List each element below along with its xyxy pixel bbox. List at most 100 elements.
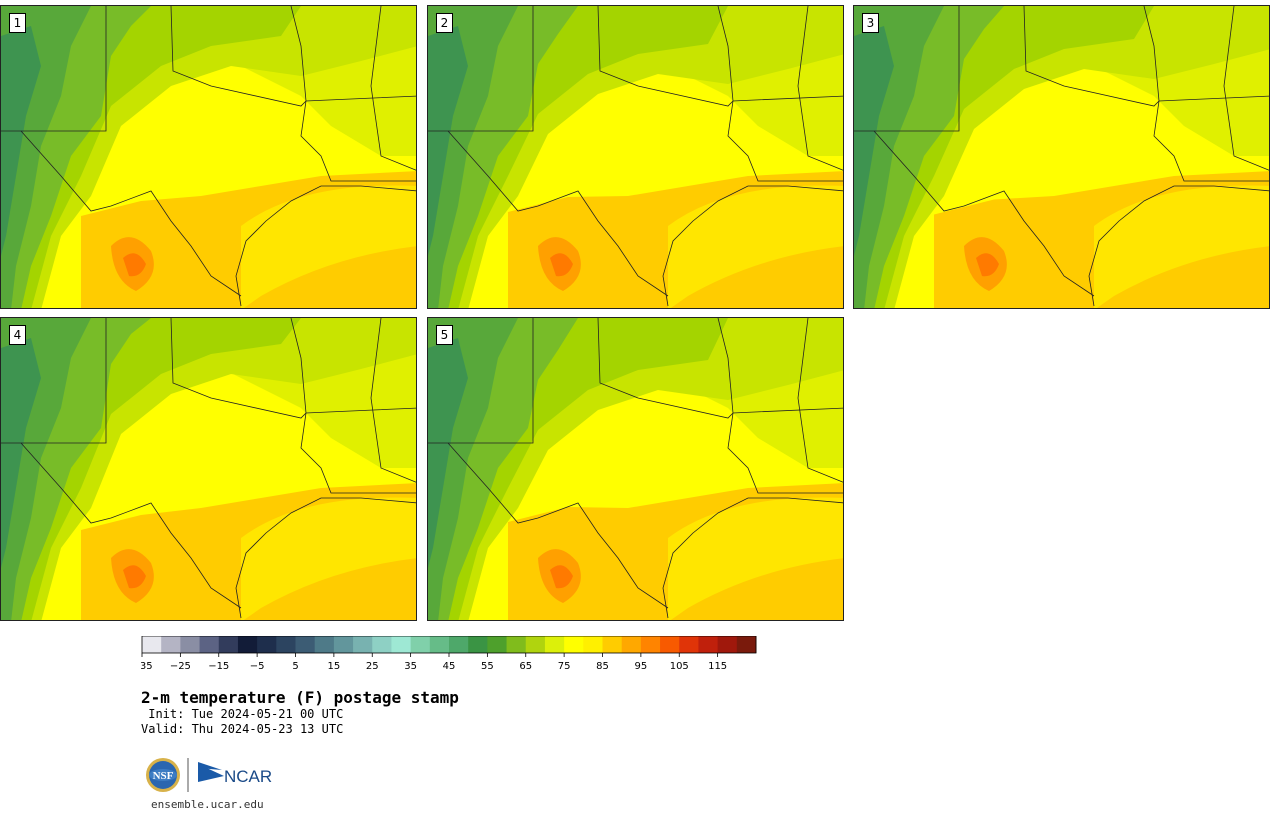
colorbar-tick-label: 65 [519, 661, 532, 672]
colorbar-swatch [717, 636, 738, 653]
colder-region [1, 26, 41, 256]
temperature-field [428, 318, 843, 620]
boundary-line [300, 412, 416, 494]
colorbar-tick-label: 95 [635, 661, 648, 672]
temperature-colorbar: −35 −25 −15 −5 5 15 25 35 45 55 65 75 85 95 105 115 [141, 636, 757, 672]
hottest-region [976, 253, 999, 277]
hottest-region [123, 565, 146, 589]
colorbar-swatch [372, 636, 392, 653]
boundary-line [797, 318, 843, 483]
colorbar-swatch [391, 636, 412, 653]
boundary-line [854, 6, 960, 132]
boundary-line [300, 100, 416, 182]
colorbar-swatch [257, 636, 277, 653]
boundary-line [727, 100, 843, 182]
colorbar-tick-label: −15 [208, 661, 229, 672]
boundary-line [727, 412, 843, 494]
colorbar-swatch [199, 636, 220, 653]
colorbar-swatch [142, 636, 162, 653]
colorbar-swatch [487, 636, 508, 653]
boundary-line [1023, 6, 1160, 107]
panel-number-label: 4 [9, 325, 26, 345]
boundary-line [662, 497, 843, 619]
boundary-line [447, 130, 669, 297]
colorbar-tick-label: 85 [596, 661, 609, 672]
colorbar-swatch [679, 636, 699, 653]
colorbar-swatch [544, 636, 565, 653]
boundary-line [1088, 185, 1269, 307]
boundary-line [717, 318, 843, 414]
boundary-line [235, 497, 416, 619]
colorbar-swatch [180, 636, 201, 653]
gulf-region [1094, 185, 1269, 308]
gulf-region [668, 185, 843, 308]
colorbar-swatch [429, 636, 450, 653]
colorbar-swatch [583, 636, 603, 653]
colorbar-tick-label: 75 [558, 661, 571, 672]
map-panel: 3 [853, 5, 1270, 309]
map-panel: 1 [0, 5, 417, 309]
boundary-line [235, 185, 416, 307]
ncar-logo-text: NCAR [224, 767, 272, 786]
boundary-line [597, 6, 734, 107]
colorbar-swatch [353, 636, 373, 653]
gulf-region [668, 497, 843, 620]
temperature-field [1, 318, 416, 620]
colder-region [428, 338, 468, 568]
map-panel: 4 [0, 317, 417, 621]
colorbar-swatch [468, 636, 488, 653]
colorbar-tick-label: −25 [170, 661, 191, 672]
valid-time: Valid: Thu 2024-05-23 13 UTC [141, 722, 344, 736]
boundary-line [428, 6, 534, 132]
colorbar-swatch [237, 636, 258, 653]
boundary-line [20, 130, 242, 297]
colorbar-swatch [410, 636, 431, 653]
colorbar-swatch [218, 636, 239, 653]
figure-title: 2-m temperature (F) postage stamp [141, 688, 459, 707]
boundary-line [797, 6, 843, 171]
panel-number-label: 3 [862, 13, 879, 33]
boundary-line [1223, 6, 1269, 171]
colorbar-swatch [564, 636, 584, 653]
colorbar-swatch [660, 636, 680, 653]
colorbar-swatch [640, 636, 661, 653]
temperature-field [428, 6, 843, 308]
colorbar-tick-label: 105 [670, 661, 689, 672]
map-panel: 2 [427, 5, 844, 309]
colorbar-swatch [161, 636, 181, 653]
colorbar-swatch [276, 636, 296, 653]
boundary-line [717, 6, 843, 102]
init-time: Init: Tue 2024-05-21 00 UTC [141, 707, 344, 721]
colorbar-swatch [525, 636, 546, 653]
boundary-line [170, 318, 307, 419]
colorbar-tick-label: 55 [481, 661, 494, 672]
boundary-line [662, 185, 843, 307]
boundary-line [290, 318, 416, 414]
boundary-line [873, 130, 1095, 297]
boundary-line [428, 318, 534, 444]
colorbar-tick-label: 35 [404, 661, 417, 672]
colder-region [854, 26, 894, 256]
boundary-line [290, 6, 416, 102]
temperature-field [854, 6, 1269, 308]
colder-region [428, 26, 468, 256]
boundary-line [447, 442, 669, 609]
colorbar-swatch [698, 636, 719, 653]
colorbar-swatch [314, 636, 335, 653]
boundary-line [370, 6, 416, 171]
colorbar-swatch [736, 636, 757, 653]
hottest-region [550, 253, 573, 277]
colorbar-swatch [333, 636, 354, 653]
colorbar-swatch [506, 636, 527, 653]
colorbar-tick-label: 115 [708, 661, 727, 672]
boundary-line [170, 6, 307, 107]
boundary-line [1153, 100, 1269, 182]
colorbar-tick-label: 15 [328, 661, 341, 672]
colder-region [1, 338, 41, 568]
colorbar-tick-label: 45 [443, 661, 456, 672]
colorbar-swatch [295, 636, 316, 653]
boundary-line [370, 318, 416, 483]
map-panel: 5 [427, 317, 844, 621]
hottest-region [550, 565, 573, 589]
panel-number-label: 1 [9, 13, 26, 33]
